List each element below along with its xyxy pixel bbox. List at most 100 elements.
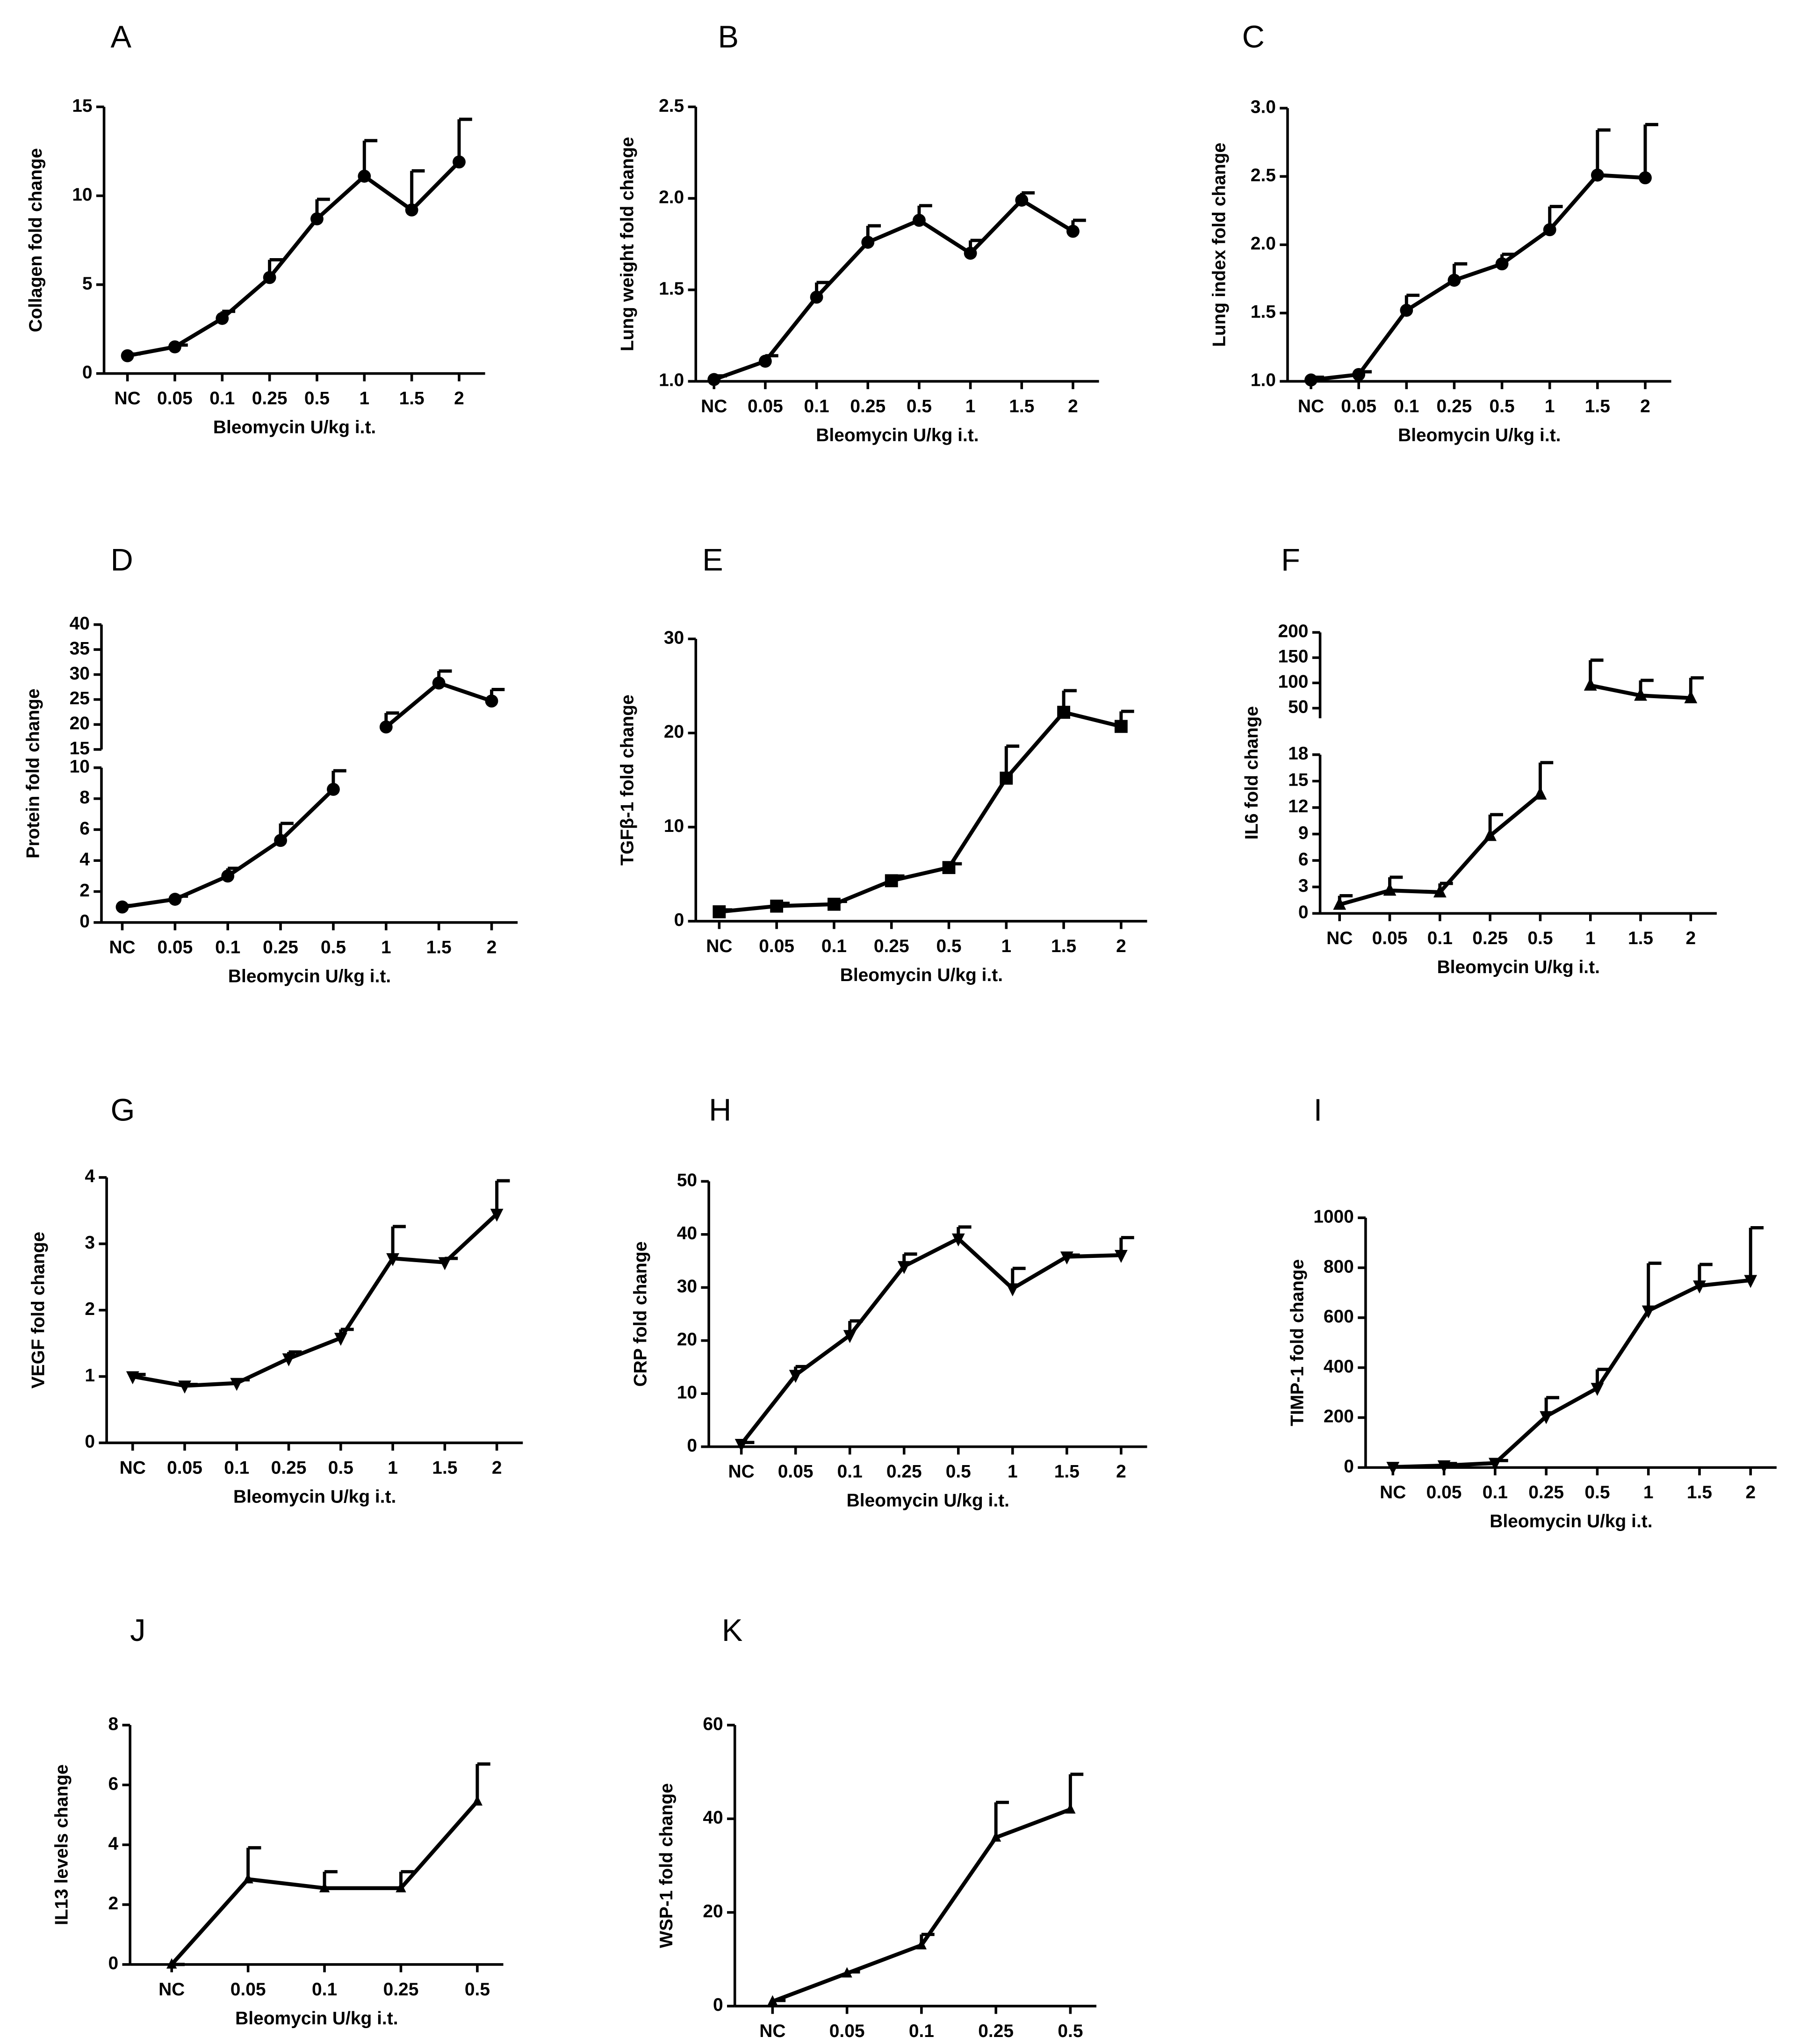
point xyxy=(386,1253,400,1266)
x-tick-label: 1 xyxy=(381,938,391,958)
y-axis-title: IL6 fold change xyxy=(1242,706,1262,840)
point xyxy=(1006,1283,1019,1297)
point xyxy=(453,155,466,169)
y-tick-label: 0 xyxy=(713,1995,723,2015)
y-tick-label: 4 xyxy=(85,1166,95,1186)
x-tick-label: 1 xyxy=(1545,396,1555,416)
y-tick-label: 50 xyxy=(677,1170,697,1191)
point xyxy=(379,720,393,734)
y-tick-label: 200 xyxy=(1324,1407,1354,1427)
x-axis-title: Bleomycin U/kg i.t. xyxy=(1437,957,1600,977)
y-tick-label: 10 xyxy=(70,757,90,777)
x-tick-label: 0.25 xyxy=(1437,396,1472,416)
x-tick-label: 0.05 xyxy=(1372,928,1408,948)
y-tick-label: 20 xyxy=(664,722,684,742)
data-line xyxy=(132,1212,498,1388)
y-tick-label: 10 xyxy=(677,1383,697,1403)
y-tick-label: 2 xyxy=(79,881,90,901)
x-axis-title: Bleomycin U/kg i.t. xyxy=(816,425,979,445)
data-line xyxy=(740,1236,1122,1445)
y-tick-label: 35 xyxy=(70,638,90,658)
panel-label: B xyxy=(718,20,739,54)
y-axis-title: Lung weight fold change xyxy=(618,137,638,352)
y-tick-label: 3.0 xyxy=(1251,97,1276,117)
y-tick-label: 9 xyxy=(1298,823,1309,843)
x-tick-label: NC xyxy=(109,938,135,958)
y-tick-label: 2.5 xyxy=(1251,166,1276,186)
point xyxy=(1114,720,1128,733)
x-tick-label: 0.5 xyxy=(304,389,330,409)
x-tick-label: 1.5 xyxy=(1687,1482,1712,1502)
point xyxy=(168,893,182,906)
x-tick-label: 0.25 xyxy=(1472,928,1508,948)
x-tick-label: NC xyxy=(120,1458,146,1478)
point xyxy=(1386,1462,1400,1475)
x-tick-label: 1.5 xyxy=(1054,1462,1080,1482)
y-tick-label: 12 xyxy=(1288,796,1308,816)
panel-label: G xyxy=(110,1093,135,1127)
y-tick-label: 40 xyxy=(703,1808,723,1828)
point xyxy=(964,246,977,260)
point xyxy=(713,905,726,918)
data-line xyxy=(1393,1278,1751,1469)
x-tick-label: 0.1 xyxy=(821,936,847,956)
x-axis-title: Bleomycin U/kg i.t. xyxy=(840,965,1003,985)
point xyxy=(319,1882,330,1892)
point xyxy=(1015,194,1029,207)
y-tick-label: 0 xyxy=(1344,1457,1354,1477)
point xyxy=(828,897,841,911)
point xyxy=(166,1958,177,1969)
panel-label: D xyxy=(110,543,133,578)
data-line xyxy=(719,710,1122,914)
y-tick-label: 15 xyxy=(70,738,90,758)
y-tick-label: 2 xyxy=(108,1893,118,1914)
x-tick-label: 0.1 xyxy=(215,938,240,958)
y-axis-title: WSP-1 fold change xyxy=(656,1783,677,1948)
y-axis-title: CRP fold change xyxy=(631,1242,651,1387)
x-tick-label: 0.1 xyxy=(909,2021,934,2041)
panel-label: I xyxy=(1314,1093,1323,1127)
y-tick-label: 15 xyxy=(1288,770,1308,790)
point xyxy=(1447,274,1461,287)
y-tick-label: 1.0 xyxy=(659,370,684,390)
y-tick-label: 0 xyxy=(79,911,90,932)
x-tick-label: 1 xyxy=(1585,928,1596,948)
panel-label: F xyxy=(1281,543,1300,578)
point xyxy=(282,1353,295,1366)
point xyxy=(216,312,229,325)
y-tick-label: 10 xyxy=(72,185,92,205)
x-axis-title: Bleomycin U/kg i.t. xyxy=(1490,1511,1652,1531)
x-tick-label: 0.5 xyxy=(1058,2021,1083,2041)
y-tick-label: 0 xyxy=(85,1432,95,1452)
point xyxy=(438,1257,452,1271)
point xyxy=(1488,1458,1502,1471)
x-tick-label: 1.5 xyxy=(1628,928,1653,948)
point xyxy=(1495,257,1509,271)
point xyxy=(897,1261,911,1274)
point xyxy=(734,1438,748,1452)
y-tick-label: 20 xyxy=(677,1329,697,1350)
point xyxy=(1483,828,1497,841)
x-tick-label: 0.25 xyxy=(252,389,288,409)
x-tick-label: 0.1 xyxy=(1483,1482,1508,1502)
x-tick-label: 0.1 xyxy=(804,396,829,416)
x-axis-title: Bleomycin U/kg i.t. xyxy=(847,1491,1009,1511)
point xyxy=(310,212,324,225)
x-tick-label: 0.25 xyxy=(874,936,909,956)
point xyxy=(126,1371,139,1385)
y-tick-label: 40 xyxy=(677,1223,697,1243)
x-tick-label: NC xyxy=(158,1979,185,2000)
x-tick-label: 2 xyxy=(1068,396,1078,416)
point xyxy=(432,676,446,690)
x-tick-label: 1.5 xyxy=(1051,936,1076,956)
x-axis-title: Bleomycin U/kg i.t. xyxy=(235,2008,398,2029)
x-tick-label: NC xyxy=(706,936,732,956)
x-tick-label: 2 xyxy=(1745,1482,1756,1502)
x-tick-label: NC xyxy=(701,396,727,416)
y-tick-label: 6 xyxy=(108,1774,118,1794)
y-tick-label: 1000 xyxy=(1313,1206,1354,1227)
x-tick-label: 1 xyxy=(1008,1462,1018,1482)
panel-label: J xyxy=(130,1613,145,1648)
point xyxy=(1693,1280,1706,1294)
point xyxy=(1057,706,1071,719)
